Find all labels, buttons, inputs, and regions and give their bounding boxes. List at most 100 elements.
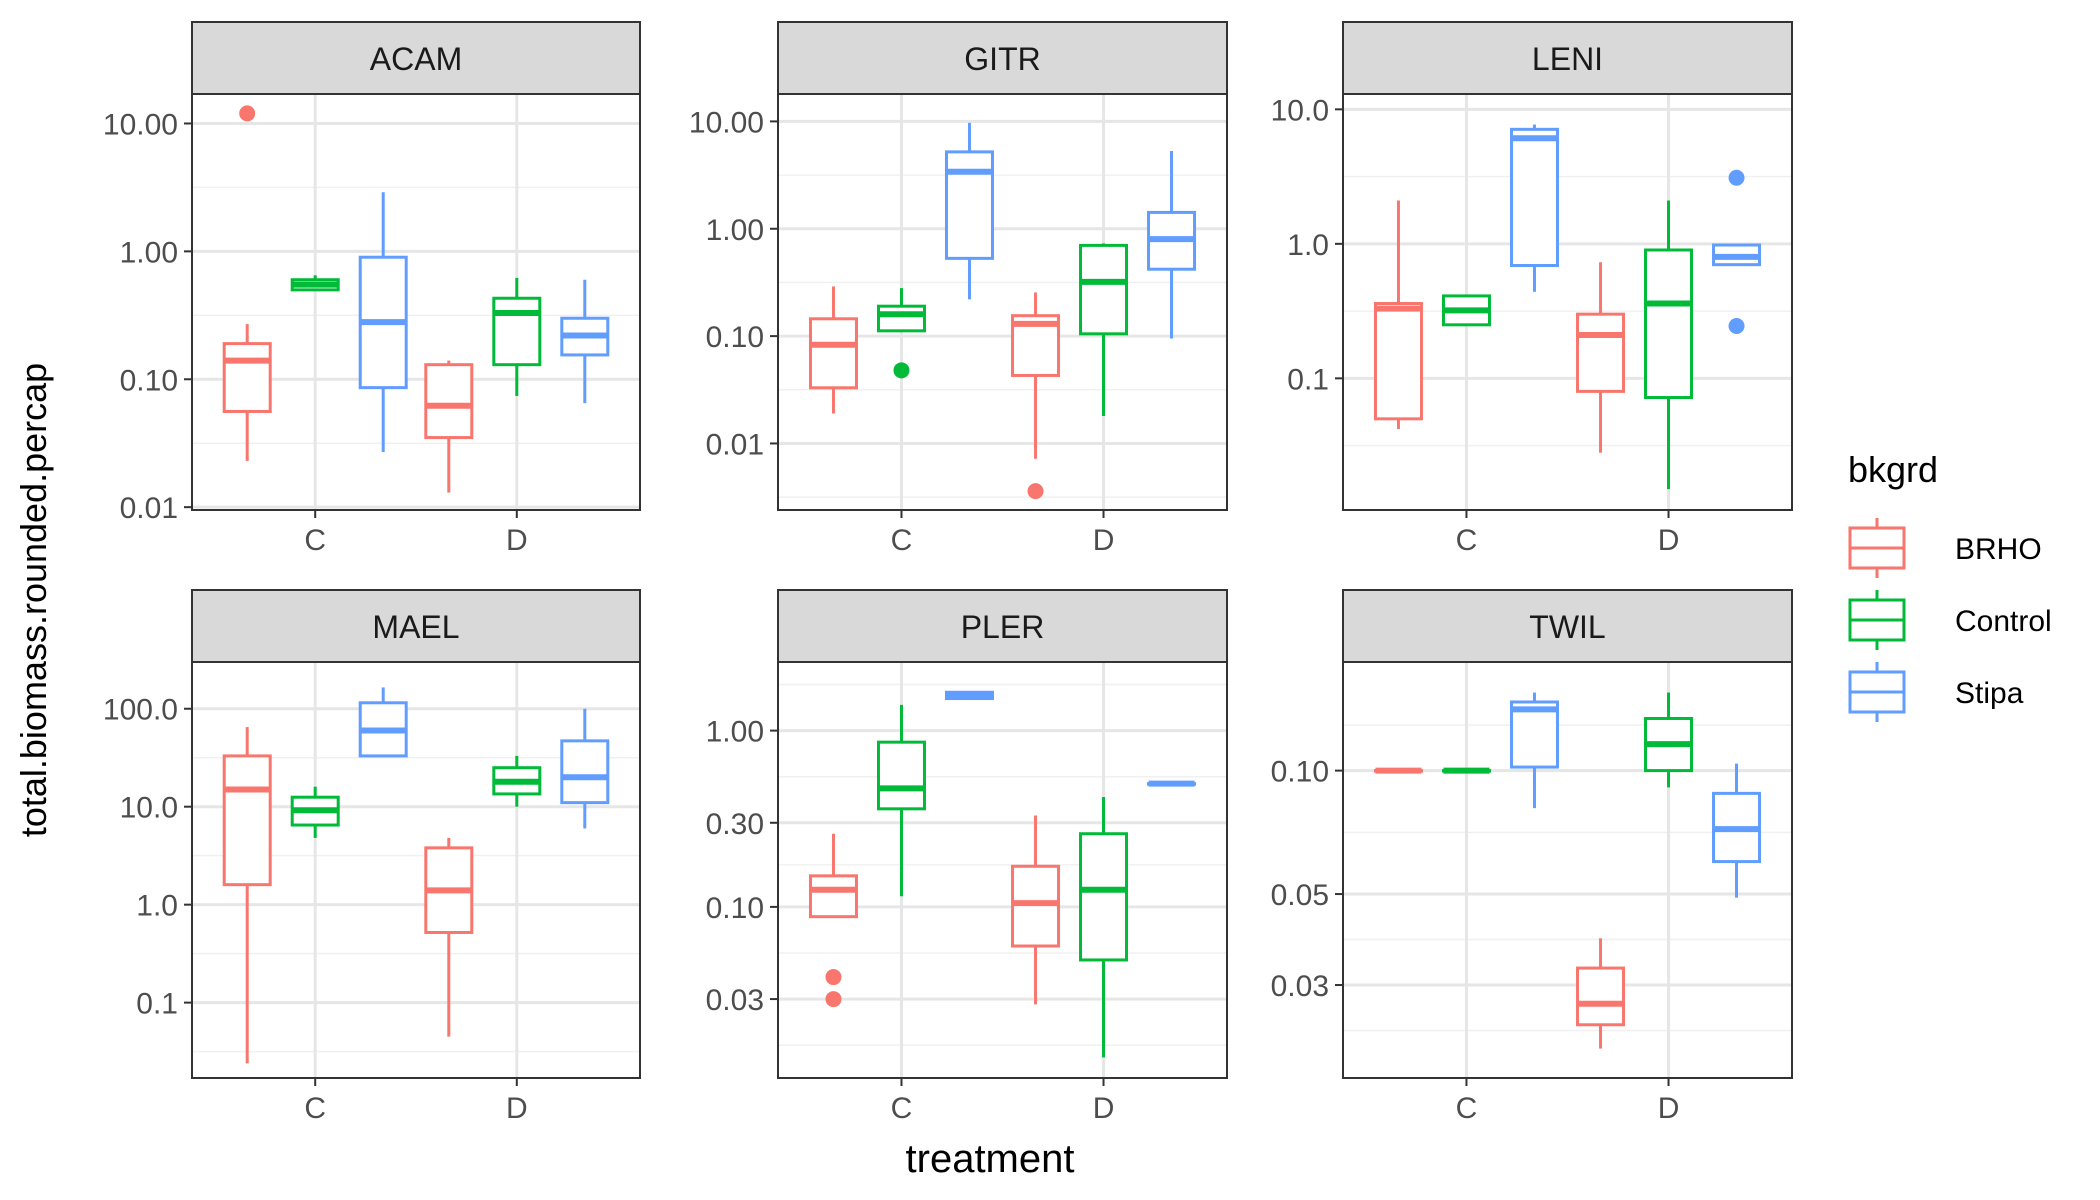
x-tick-label: C [304,1092,326,1125]
outlier-point [239,105,256,122]
x-tick-label: C [891,524,913,557]
x-tick-label: C [1456,1092,1478,1125]
x-tick-label: D [1093,1092,1115,1125]
boxplot-control-d [1079,797,1129,1058]
boxplot-brho-c [1373,200,1423,430]
box [944,150,994,260]
box [876,740,926,811]
panel-border [191,661,641,1079]
panel-background [778,94,1227,510]
y-tick-label: 0.05 [1271,879,1329,912]
legend-title: bkgrd [1848,449,1938,490]
outlier-point [825,991,842,1008]
boxplot-control-c [1441,767,1491,774]
boxplot-control-c [876,704,926,897]
facet-strip [191,589,641,663]
y-tick-label: 10.0 [120,792,178,825]
box [808,874,858,919]
facet-label: ACAM [370,41,462,77]
boxplot-stipa-c [358,687,408,758]
boxplot-stipa-c [944,122,994,300]
boxplot-control-c [290,275,340,292]
panel-background [778,662,1227,1078]
facet-panel-gitr: GITR 0.01 0.10 1.00 10.00 C D [689,21,1228,557]
facet-label: TWIL [1529,609,1605,645]
facet-strip [777,21,1228,95]
box [222,754,272,887]
boxplot-control-c [1441,294,1491,327]
box [1576,966,1626,1027]
legend-label: BRHO [1955,533,2042,566]
boxplot-control-d [492,755,542,807]
panel-border [777,661,1228,1079]
x-axis-title: treatment [906,1137,1075,1181]
outlier-point [893,362,910,379]
facet-strip [777,589,1228,663]
panel-background [1343,662,1792,1078]
boxplot-stipa-d [1147,780,1197,787]
y-tick-label: 1.00 [706,716,764,749]
boxplot-stipa-c [1509,692,1559,809]
x-tick-label: D [1093,524,1115,557]
y-tick-label: 100.0 [103,694,178,727]
outlier-point [1027,483,1044,500]
facet-label: LENI [1532,41,1603,77]
box [222,342,272,413]
legend-key-brho: BRHO [1848,518,2042,578]
y-axis-title: total.biomass.rounded.percap [13,363,54,837]
y-tick-label: 0.03 [706,984,764,1017]
facet-panel-twil: TWIL 0.03 0.05 0.10 C D [1271,589,1793,1125]
x-tick-label: D [1658,524,1680,557]
boxplot-control-c [876,288,926,379]
boxplot-control-d [1644,692,1694,788]
box [424,363,474,440]
facet-strip [1342,589,1793,663]
boxplot-stipa-d [560,708,610,829]
panel-border [191,93,641,511]
facet-panel-mael: MAEL 0.1 1.0 10.0 100.0 C D [103,589,641,1125]
box [808,317,858,390]
x-tick-label: D [506,1092,528,1125]
facet-panel-leni: LENI 0.1 1.0 10.0 C D [1271,21,1793,557]
boxplot-stipa-c [944,690,994,701]
facet-strip [1342,21,1793,95]
boxplot-brho-c [1373,767,1423,774]
box [1373,302,1423,421]
x-tick-label: C [1456,524,1478,557]
panel-border [777,93,1228,511]
boxplot-brho-d [424,360,474,493]
boxplot-brho-d [1576,262,1626,453]
y-tick-label: 1.0 [1287,229,1329,262]
facet-label: PLER [961,609,1045,645]
y-tick-label: 0.10 [706,321,764,354]
legend-label: Stipa [1955,677,2024,710]
boxplot-stipa-d [560,279,610,404]
boxplot-brho-d [1576,938,1626,1049]
boxplot-stipa-c [1509,124,1559,292]
boxplot-stipa-c [358,192,408,452]
outlier-point [1728,169,1745,186]
panel-border [1342,93,1793,511]
boxplot-brho-d [424,837,474,1037]
y-tick-label: 1.00 [706,214,764,247]
boxplot-brho-c [222,727,272,1064]
facet-panels: ACAM 0.01 0.10 1.00 10.00 C D GITR 0.01 0.10 1.00 1… [103,21,1793,1125]
facet-strip [191,21,641,95]
panel-background [1343,94,1792,510]
panel-background [192,94,640,510]
legend-key-stipa: Stipa [1848,662,2024,722]
boxplot-control-c [290,786,340,838]
y-tick-label: 0.10 [706,892,764,925]
legend-key-control: Control [1848,590,2052,650]
boxplot-stipa-d [1147,151,1197,339]
facet-label: MAEL [372,609,459,645]
y-tick-label: 0.1 [1287,363,1329,396]
facet-label: GITR [964,41,1040,77]
panel-border [1342,661,1793,1079]
y-tick-label: 1.0 [136,890,178,923]
outlier-point [1728,317,1745,334]
x-tick-label: D [1658,1092,1680,1125]
box [1079,243,1129,336]
box [1509,127,1559,268]
legend: bkgrd BRHO Control Stipa [1848,449,2052,722]
